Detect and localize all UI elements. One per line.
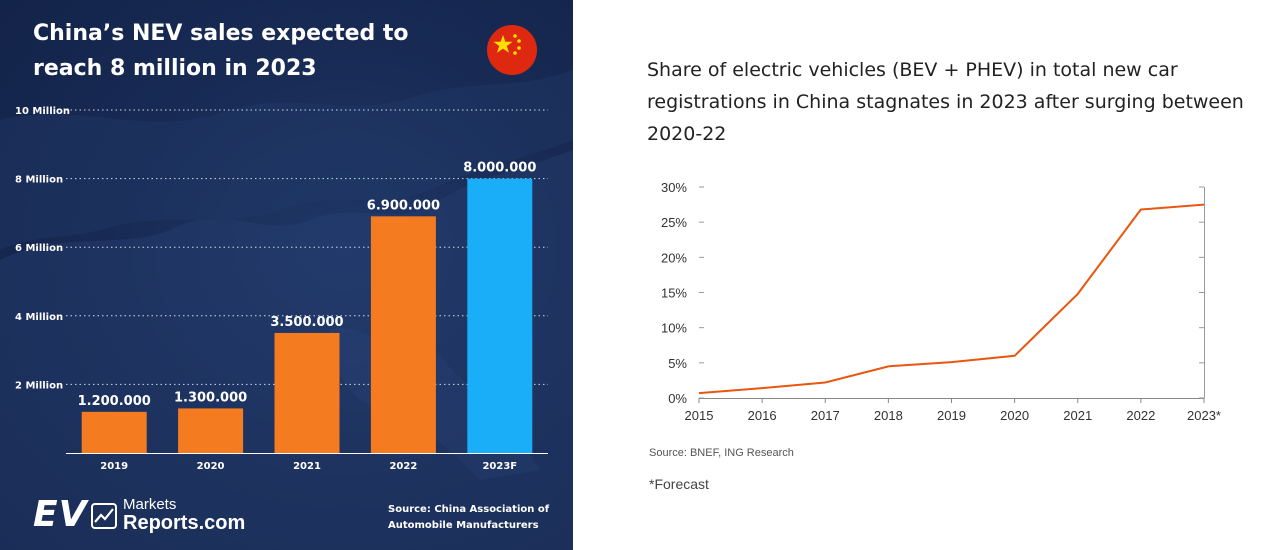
bar-2021 (274, 332, 340, 453)
line-y-tick-label: 15% (661, 286, 687, 301)
bar-x-tick-label: 2020 (197, 461, 225, 472)
line-x-tick-label: 2023* (1187, 408, 1221, 423)
line-y-tick-label: 10% (661, 321, 687, 336)
bar-x-tick-label: 2023F (482, 461, 517, 472)
bar-x-tick-label: 2019 (100, 461, 128, 472)
logo-markets-text: Markets (123, 496, 177, 513)
bar-y-tick-label: 8 Million (15, 175, 63, 186)
logo-ev-text: EV (33, 494, 88, 535)
line-x-tick-label: 2018 (874, 408, 903, 423)
nev-sales-bar-chart: 2 Million 4 Million 6 Million 8 Million 10 M… (15, 106, 548, 472)
line-x-tick-label: 2015 (685, 408, 714, 423)
bar-y-tick-label: 10 Million (15, 106, 70, 117)
line-y-tick-label: 20% (661, 250, 687, 265)
bar-data-label: 1.200.000 (78, 394, 151, 409)
bar-data-label: 1.300.000 (174, 390, 247, 405)
line-x-tick-label: 2022 (1126, 408, 1155, 423)
bar-x-tick-label: 2021 (293, 461, 321, 472)
nev-sales-panel: China’s NEV sales expected to reach 8 mi… (0, 0, 573, 550)
left-chart-title: China’s NEV sales expected to reach 8 mi… (33, 21, 409, 81)
right-chart-source: Source: BNEF, ING Research (649, 447, 794, 459)
line-y-tick-label: 30% (661, 180, 687, 195)
bar-x-tick-label: 2022 (389, 461, 417, 472)
bar-2023F (467, 178, 533, 453)
line-series-ev-share (698, 203, 1205, 395)
line-x-tick-label: 2020 (1000, 408, 1029, 423)
bar-2020 (178, 408, 244, 453)
line-x-tick-label: 2021 (1063, 408, 1092, 423)
line-y-tick-label: 5% (668, 356, 687, 371)
bar-y-tick-label: 4 Million (15, 312, 63, 323)
china-flag-icon (487, 25, 537, 75)
bar-data-label: 8.000.000 (463, 161, 536, 176)
logo-reports-text: Reports.com (123, 512, 246, 534)
bar-y-tick-label: 6 Million (15, 243, 63, 254)
line-y-tick-label: 25% (661, 215, 687, 230)
ev-markets-reports-logo: EV Markets Reports.com (33, 495, 273, 539)
right-chart-title: Share of electric vehicles (BEV + PHEV) … (647, 59, 1244, 145)
line-x-tick-label: 2017 (811, 408, 840, 423)
left-chart-source: Source: China Association of Automobile … (388, 504, 550, 531)
line-x-tick-label: 2019 (937, 408, 966, 423)
forecast-note: *Forecast (649, 476, 709, 492)
bar-2019 (81, 411, 147, 453)
line-x-tick-label: 2016 (748, 408, 777, 423)
bar-data-label: 6.900.000 (367, 198, 440, 213)
ev-share-line-chart: 0% 5% 10% 15% 20% 25% 30% 2015 2016 2017 2018 2019 2… (661, 180, 1221, 423)
line-y-tick-label: 0% (668, 391, 687, 406)
bar-2022 (370, 216, 436, 453)
trend-chart-icon (91, 503, 117, 529)
bar-data-label: 3.500.000 (270, 315, 343, 330)
bar-y-tick-label: 2 Million (15, 380, 63, 391)
